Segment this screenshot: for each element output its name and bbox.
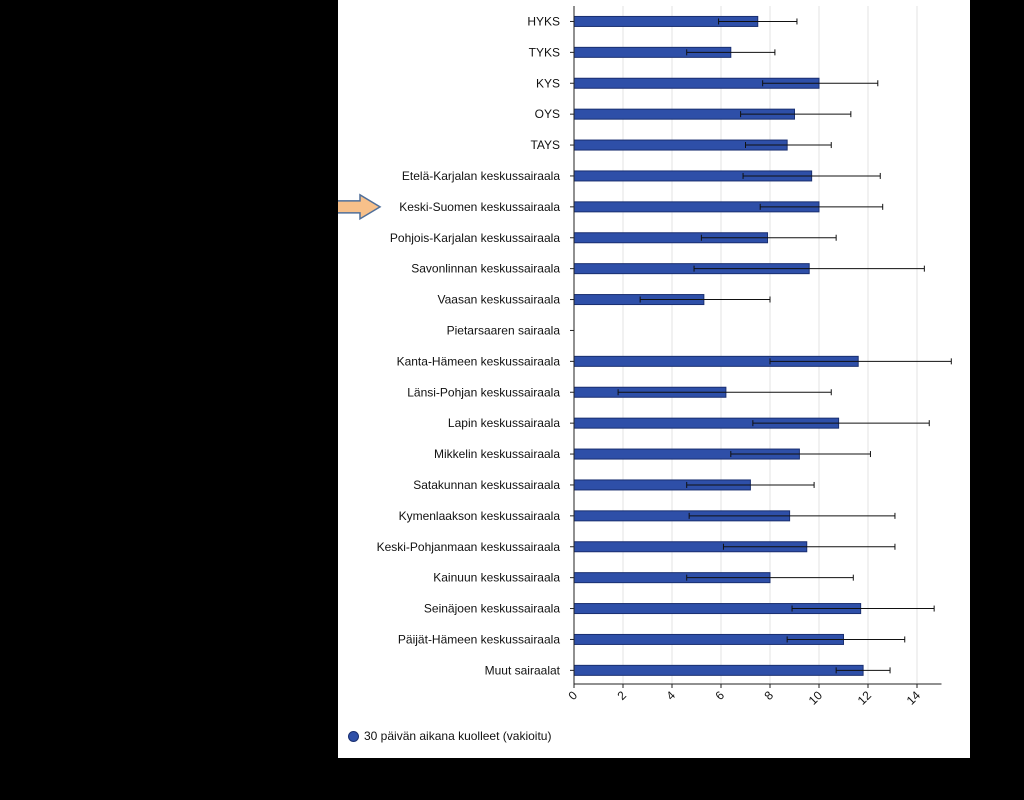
legend-label: 30 päivän aikana kuolleet (vakioitu) xyxy=(364,729,552,743)
category-labels: HYKS TYKS KYS OYS TAYS Etelä-Karjalan keskuss… xyxy=(377,14,561,677)
category-label: OYS xyxy=(535,107,560,121)
bar-chart: HYKS TYKS KYS OYS TAYS Etelä-Karjalan keskuss… xyxy=(338,6,952,708)
legend-swatch xyxy=(348,730,359,742)
highlight-marker xyxy=(338,193,382,221)
category-label: Länsi-Pohjan keskussairaala xyxy=(407,385,560,399)
category-label: Seinäjoen keskussairaala xyxy=(424,602,560,616)
category-label: Keski-Suomen keskussairaala xyxy=(399,200,560,214)
category-label: Mikkelin keskussairaala xyxy=(434,447,560,461)
chart-panel: HYKS TYKS KYS OYS TAYS Etelä-Karjalan keskuss… xyxy=(338,0,970,758)
x-axis-ticks: 0 2 4 6 8 10 12 14 xyxy=(565,684,923,708)
category-label: Vaasan keskussairaala xyxy=(437,293,560,307)
category-label: KYS xyxy=(536,76,560,90)
category-label: Keski-Pohjanmaan keskussairaala xyxy=(377,540,561,554)
category-label: Muut sairaalat xyxy=(485,663,561,677)
x-tick-label: 6 xyxy=(712,688,727,703)
x-tick-label: 14 xyxy=(904,688,924,708)
category-label: TYKS xyxy=(529,45,560,59)
x-tick-label: 12 xyxy=(855,688,875,708)
category-label: Pietarsaaren sairaala xyxy=(447,323,561,337)
x-tick-label: 10 xyxy=(806,688,826,708)
category-label: Lapin keskussairaala xyxy=(448,416,560,430)
legend: 30 päivän aikana kuolleet (vakioitu) xyxy=(348,727,551,745)
x-tick-label: 8 xyxy=(761,688,776,703)
axes xyxy=(570,6,942,685)
x-tick-label: 0 xyxy=(565,688,580,703)
category-label: Savonlinnan keskussairaala xyxy=(411,262,560,276)
category-label: Etelä-Karjalan keskussairaala xyxy=(402,169,560,183)
category-label: HYKS xyxy=(527,14,560,28)
x-tick-label: 4 xyxy=(663,688,678,703)
category-label: Päijät-Hämeen keskussairaala xyxy=(398,632,560,646)
category-label: Satakunnan keskussairaala xyxy=(413,478,560,492)
highlight-arrow-icon xyxy=(338,193,382,221)
category-label: Kainuun keskussairaala xyxy=(433,571,560,585)
error-bars xyxy=(617,18,952,674)
bars xyxy=(573,15,864,676)
x-tick-label: 2 xyxy=(614,688,629,703)
category-label: Pohjois-Karjalan keskussairaala xyxy=(390,231,560,245)
bar xyxy=(573,664,864,676)
category-label: Kymenlaakson keskussairaala xyxy=(399,509,561,523)
category-label: Kanta-Hämeen keskussairaala xyxy=(397,354,561,368)
category-label: TAYS xyxy=(530,138,560,152)
